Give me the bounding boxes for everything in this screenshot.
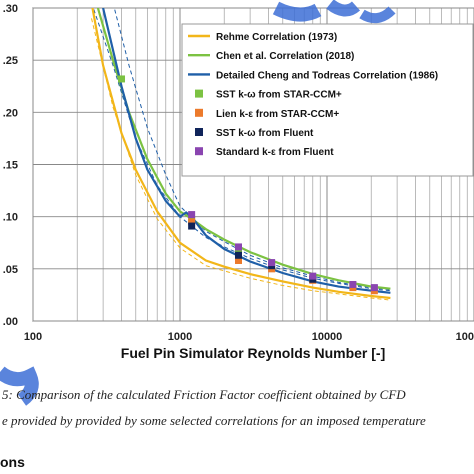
legend: Rehme Correlation (1973) Chen et al. Corr…: [181, 23, 474, 177]
x-tick-label: 100000: [456, 331, 474, 343]
watermark-stroke: [0, 366, 39, 406]
x-tick-label: 1000: [168, 331, 192, 343]
series-layer: [91, 8, 391, 301]
legend-entry-label: Chen et al. Correlation (2018): [216, 51, 354, 62]
uncertainty-band-dashed-line: [113, 8, 391, 291]
y-tick-label: .15: [3, 160, 18, 172]
series-line: [102, 8, 391, 294]
data-point-marker: [349, 280, 357, 288]
y-tick-label: .25: [3, 55, 18, 67]
legend-entry-label: Standard k-ε from Fluent: [216, 147, 334, 158]
watermark-stroke: [326, 0, 361, 17]
data-point-marker: [188, 211, 196, 219]
y-tick-label: .05: [3, 264, 18, 276]
x-tick-label: 10000: [312, 331, 343, 343]
legend-swatch-marker: [195, 128, 203, 136]
x-axis-label: Fuel Pin Simulator Reynolds Number [-]: [121, 345, 385, 361]
data-point-marker: [234, 251, 242, 259]
data-point-marker: [234, 256, 242, 264]
data-point-marker: [188, 218, 196, 226]
watermark-stroke: [272, 1, 322, 22]
legend-entry-label: Rehme Correlation (1973): [216, 32, 337, 43]
data-point-marker: [188, 222, 196, 230]
series-line: [96, 8, 391, 290]
series-line: [91, 8, 391, 300]
legend-entry-label: Lien k-ε from STAR-CCM+: [216, 109, 339, 120]
legend-swatch-marker: [195, 108, 203, 117]
section-heading: ons: [0, 454, 25, 470]
legend-entry-label: SST k-ω from STAR-CCM+: [216, 90, 342, 101]
figure-caption-line-2: e provided by provided by some selected …: [2, 413, 426, 428]
x-axis-ticks: 100 1000 10000 100000: [24, 331, 474, 343]
uncertainty-band-dashed-line: [91, 18, 391, 301]
data-point-marker: [309, 272, 317, 280]
y-axis-ticks: .00 .05 .10 .15 .20 .25 .30: [3, 3, 18, 328]
y-tick-label: .10: [3, 212, 18, 224]
data-point-marker: [118, 75, 126, 83]
y-tick-label: .00: [3, 316, 18, 328]
legend-entry-label: Detailed Cheng and Todreas Correlation (…: [216, 70, 438, 81]
data-point-marker: [234, 243, 242, 251]
figure-caption-line-1: 5: Comparison of the calculated Friction…: [2, 387, 406, 402]
data-point-marker: [268, 259, 276, 267]
legend-swatch-marker: [195, 89, 203, 98]
legend-entry-label: SST k-ω from Fluent: [216, 128, 314, 139]
watermark-stroke: [359, 6, 396, 24]
legend-swatch-marker: [195, 147, 203, 156]
data-point-marker: [370, 284, 378, 292]
y-tick-label: .20: [3, 107, 18, 119]
x-tick-label: 100: [24, 331, 42, 343]
y-tick-label: .30: [3, 3, 18, 15]
